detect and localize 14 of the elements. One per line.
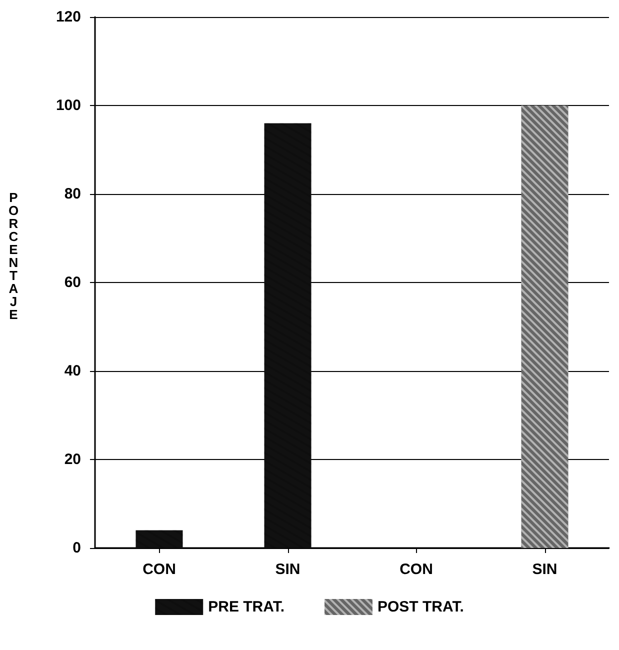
y-tick-label: 0 (72, 540, 81, 556)
legend-label: PRE TRAT. (208, 598, 285, 616)
y-tick-label: 120 (56, 8, 81, 26)
y-axis-title: PORCENTAJE (6, 190, 21, 320)
y-tick-label: 40 (64, 362, 81, 380)
y-tick-label: 20 (64, 451, 81, 468)
y-tick-label: 80 (64, 186, 81, 202)
y-tick-label: 100 (56, 97, 81, 114)
x-tick-label: CON (142, 561, 176, 578)
legend-label: POST TRAT. (378, 598, 464, 616)
x-tick-label: SIN (275, 561, 300, 578)
x-tick-label: CON (400, 561, 433, 578)
y-tick-label: 60 (64, 274, 81, 291)
x-tick-label: SIN (532, 561, 558, 578)
